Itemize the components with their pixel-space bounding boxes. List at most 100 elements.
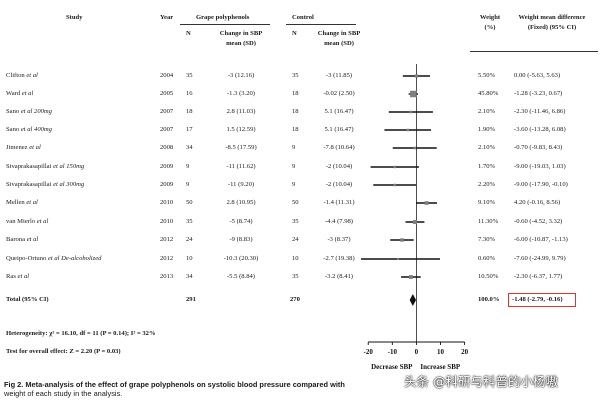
study-marker bbox=[424, 201, 429, 205]
study-name: Clifton et al bbox=[6, 72, 38, 80]
study-marker bbox=[393, 183, 396, 187]
study-suffix: et al 150mg bbox=[51, 163, 85, 170]
total-n-treatment: 291 bbox=[186, 296, 196, 303]
study-n-treatment: 17 bbox=[186, 126, 193, 133]
study-mean-treatment: 2.8 (11.03) bbox=[226, 108, 256, 115]
study-year: 2012 bbox=[160, 236, 174, 243]
study-n-control: 35 bbox=[292, 218, 299, 225]
study-name: Queipo-Ortuno et al De-alcoholized bbox=[6, 255, 101, 263]
study-mean-control: -2 (10.04) bbox=[325, 163, 353, 170]
increase-sbp-label: Increase SBP bbox=[420, 363, 460, 371]
study-n-control: 9 bbox=[292, 163, 296, 170]
study-n-treatment: 35 bbox=[186, 72, 193, 79]
study-name: van Mierlo et al bbox=[6, 218, 48, 226]
study-n-treatment: 10 bbox=[186, 255, 193, 262]
study-author: Sano bbox=[6, 126, 20, 133]
total-label: Total (95% CI) bbox=[6, 296, 49, 303]
study-mean-control: -0.02 (2.50) bbox=[323, 90, 355, 97]
caption-lead: Fig 2. Meta-analysis of the effect of gr… bbox=[4, 380, 345, 389]
header-mean-sd-treatment: mean (SD) bbox=[226, 40, 256, 47]
study-n-control: 35 bbox=[292, 72, 299, 79]
header-year: Year bbox=[160, 14, 174, 21]
study-suffix: et al 200mg bbox=[19, 108, 52, 115]
study-mean-control: 5.1 (16.47) bbox=[324, 126, 354, 133]
study-year: 2013 bbox=[160, 273, 174, 280]
study-n-control: 10 bbox=[292, 255, 299, 262]
study-marker bbox=[414, 74, 418, 78]
study-mean-treatment: 2.8 (10.95) bbox=[226, 199, 256, 206]
study-suffix: et al bbox=[15, 273, 30, 280]
study-mean-treatment: -5.5 (8.84) bbox=[226, 273, 256, 280]
header-n-treatment: N bbox=[186, 30, 191, 37]
study-wmd: -9.00 (-17.90, -0.10) bbox=[514, 181, 568, 188]
header-study: Study bbox=[66, 14, 83, 21]
header-mean-sd-control: mean (SD) bbox=[324, 40, 354, 47]
study-weight: 10.50% bbox=[478, 273, 499, 280]
study-wmd: -9.00 (-19.03, 1.03) bbox=[514, 163, 566, 170]
study-n-treatment: 24 bbox=[186, 236, 193, 243]
study-n-control: 18 bbox=[292, 126, 299, 133]
study-year: 2005 bbox=[160, 90, 174, 97]
study-wmd: 0.00 (-5.63, 5.63) bbox=[514, 72, 561, 79]
study-wmd: -3.60 (-13.28, 6.08) bbox=[514, 126, 566, 133]
study-author: Mellen bbox=[6, 199, 25, 206]
study-year: 2010 bbox=[160, 218, 174, 225]
study-name: Sivaprakasapillai et al 300mg bbox=[6, 181, 84, 189]
study-year: 2012 bbox=[160, 255, 174, 262]
study-n-treatment: 9 bbox=[186, 181, 190, 188]
header-treatment-underline bbox=[180, 24, 270, 25]
study-weight: 11.30% bbox=[478, 218, 499, 225]
figure-caption: Fig 2. Meta-analysis of the effect of gr… bbox=[4, 380, 596, 398]
header-change-control: Change in SBP bbox=[317, 30, 361, 37]
study-wmd: 4.20 (-0.16, 8.56) bbox=[514, 199, 561, 206]
study-suffix: et al bbox=[25, 236, 39, 243]
study-suffix: et al bbox=[24, 72, 38, 79]
study-year: 2010 bbox=[160, 199, 174, 206]
study-mean-treatment: 1.5 (12.59) bbox=[226, 126, 256, 133]
x-tick-label: -20 bbox=[364, 348, 374, 356]
header-treatment-group: Grape polyphenols bbox=[196, 14, 250, 21]
study-mean-treatment: -3 (12.16) bbox=[227, 72, 255, 79]
study-marker bbox=[397, 258, 400, 260]
study-weight: 0.60% bbox=[478, 255, 496, 262]
pooled-diamond bbox=[409, 294, 417, 306]
x-tick-label: 0 bbox=[415, 348, 419, 356]
study-mean-control: -3 (11.85) bbox=[325, 72, 353, 79]
total-n-control: 270 bbox=[290, 296, 300, 303]
study-author: Sano bbox=[6, 108, 20, 115]
header-weight-unit: (%) bbox=[484, 24, 496, 31]
study-n-treatment: 50 bbox=[186, 199, 193, 206]
study-weight: 45.80% bbox=[478, 90, 499, 97]
header-rule bbox=[470, 51, 598, 52]
study-wmd: -0.60 (-4.52, 3.32) bbox=[514, 218, 563, 225]
study-n-treatment: 9 bbox=[186, 163, 190, 170]
study-year: 2009 bbox=[160, 181, 174, 188]
decrease-sbp-label: Decrease SBP bbox=[371, 363, 413, 371]
study-wmd: -0.70 (-9.83, 8.43) bbox=[514, 144, 563, 151]
study-author: Queipo-Ortuno bbox=[6, 255, 47, 262]
heterogeneity-text: Heterogeneity: χ² = 16.10, df = 11 (P = … bbox=[6, 330, 156, 337]
study-mean-control: -1.4 (11.31) bbox=[323, 199, 355, 206]
study-author: Barona bbox=[6, 236, 26, 243]
study-mean-control: -2.7 (19.38) bbox=[323, 255, 355, 262]
study-mean-treatment: -11 (9.20) bbox=[227, 181, 255, 188]
study-author: Clifton bbox=[6, 72, 25, 79]
watermark: 头条 @科研与科普的小杨嗷 bbox=[404, 374, 558, 389]
study-year: 2008 bbox=[160, 144, 174, 151]
study-author: Sivaprakasapillai bbox=[6, 181, 52, 188]
study-mean-treatment: -8.5 (17.59) bbox=[225, 144, 257, 151]
study-mean-treatment: -1.3 (3.20) bbox=[226, 90, 256, 97]
x-tick-label: -10 bbox=[388, 348, 398, 356]
study-marker bbox=[409, 110, 413, 114]
header-wmd: Weight mean difference bbox=[518, 14, 586, 21]
header-wmd-ci: (Fixed) (95% CI) bbox=[527, 24, 577, 31]
study-n-treatment: 34 bbox=[186, 273, 193, 280]
study-author: van Mierlo bbox=[6, 218, 36, 225]
study-author: Sivaprakasapillai bbox=[6, 163, 52, 170]
study-name: Sivaprakasapillai et al 150mg bbox=[6, 163, 84, 171]
x-tick-label: 10 bbox=[437, 348, 445, 356]
study-wmd: -6.00 (-10.87, -1.13) bbox=[514, 236, 568, 243]
study-mean-treatment: -11 (11.62) bbox=[226, 163, 256, 170]
study-mean-control: -7.8 (10.64) bbox=[323, 144, 355, 151]
